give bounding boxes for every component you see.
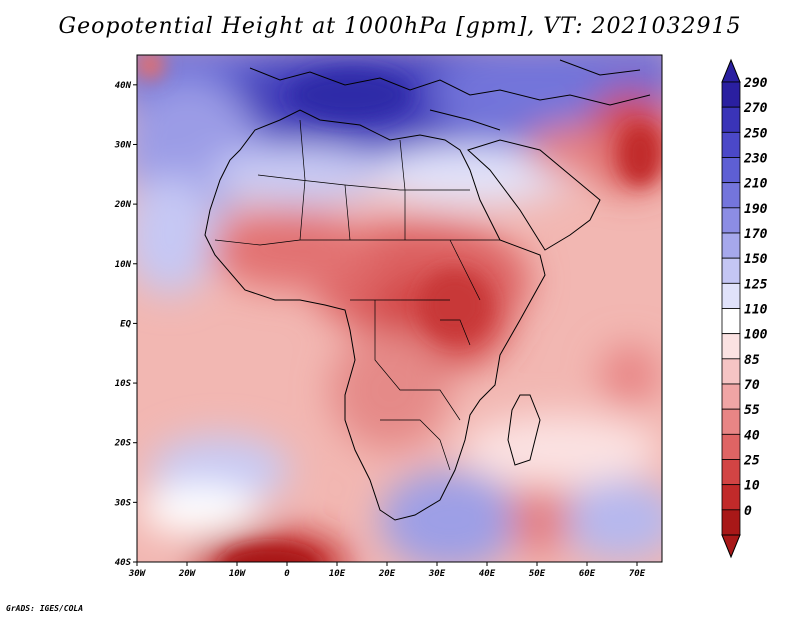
y-tick-label: 10N xyxy=(115,260,132,270)
colorbar-label: 85 xyxy=(744,353,760,368)
colorbar-swatch xyxy=(721,459,741,486)
y-tick-label: EQ xyxy=(120,319,131,329)
x-tick-label: 10W xyxy=(229,569,247,579)
colorbar-swatch xyxy=(721,509,741,536)
y-tick-label: 40S xyxy=(115,558,132,568)
colorbar-swatch xyxy=(721,182,741,209)
colorbar-swatch xyxy=(721,408,741,435)
colorbar-swatch xyxy=(721,157,741,184)
colorbar-label: 40 xyxy=(744,428,760,443)
colorbar-label: 110 xyxy=(744,303,768,318)
chart-title: Geopotential Height at 1000hPa [gpm], VT… xyxy=(58,14,742,39)
borders xyxy=(214,119,500,471)
x-tick-label: 60E xyxy=(579,569,596,579)
colorbar-swatch xyxy=(721,484,741,511)
colorbar-swatch xyxy=(721,308,741,335)
x-tick-label: 70E xyxy=(629,569,646,579)
y-tick-label: 30N xyxy=(114,140,132,150)
colorbar-bottom-arrow xyxy=(721,534,741,559)
colorbar-swatch xyxy=(721,131,741,158)
colorbar-label: 290 xyxy=(743,76,768,91)
colorbar-label: 55 xyxy=(744,403,760,418)
y-tick-label: 10S xyxy=(115,379,132,389)
colorbar-label: 25 xyxy=(743,454,760,469)
colorbar-swatch xyxy=(721,106,741,133)
colorbar-label: 100 xyxy=(744,328,768,343)
x-axis: 30W 20W 10W 0 10E 20E 30E 40E 50E 60E 70E xyxy=(128,562,646,579)
y-tick-label: 20N xyxy=(114,200,132,210)
colorbar-swatch xyxy=(721,81,741,108)
x-tick-label: 30W xyxy=(128,569,147,579)
colorbar-label: 250 xyxy=(743,126,768,141)
colorbar-swatch xyxy=(721,232,741,259)
colorbar-swatch xyxy=(721,282,741,309)
footer-credit: GrADS: IGES/COLA xyxy=(6,604,84,613)
colorbar-label: 0 xyxy=(744,504,752,519)
colorbar-label: 190 xyxy=(744,202,768,217)
colorbar-label: 270 xyxy=(743,101,768,116)
y-tick-label: 20S xyxy=(114,439,132,449)
colorbar-swatch xyxy=(721,207,741,234)
x-tick-label: 0 xyxy=(284,569,290,579)
colorbar: 2902702502302101901701501251101008570554… xyxy=(721,58,768,559)
plot-frame xyxy=(136,54,663,563)
colorbar-label: 10 xyxy=(744,479,760,494)
colorbar-swatch xyxy=(721,333,741,360)
x-tick-label: 20W xyxy=(178,569,197,579)
colorbar-label: 125 xyxy=(744,277,768,292)
colorbar-label: 150 xyxy=(744,252,768,267)
colorbar-label: 230 xyxy=(743,152,768,167)
x-tick-label: 10E xyxy=(329,569,346,579)
x-tick-label: 20E xyxy=(378,569,396,579)
colorbar-swatch xyxy=(721,433,741,460)
colorbar-swatch xyxy=(721,358,741,385)
y-tick-label: 30S xyxy=(114,498,132,508)
colorbar-label: 70 xyxy=(744,378,760,393)
colorbar-label: 170 xyxy=(744,227,768,242)
y-axis: 40N 30N 20N 10N EQ 10S 20S 30S 40S xyxy=(114,81,137,568)
x-tick-label: 50E xyxy=(529,569,546,579)
colorbar-swatch xyxy=(721,257,741,284)
colorbar-label: 210 xyxy=(743,177,768,192)
height-field xyxy=(137,55,662,562)
x-tick-label: 40E xyxy=(479,569,496,579)
colorbar-swatch xyxy=(721,383,741,410)
y-tick-label: 40N xyxy=(115,81,132,91)
colorbar-top-arrow xyxy=(721,58,741,83)
coastlines xyxy=(204,59,651,521)
x-tick-label: 30E xyxy=(428,569,446,579)
